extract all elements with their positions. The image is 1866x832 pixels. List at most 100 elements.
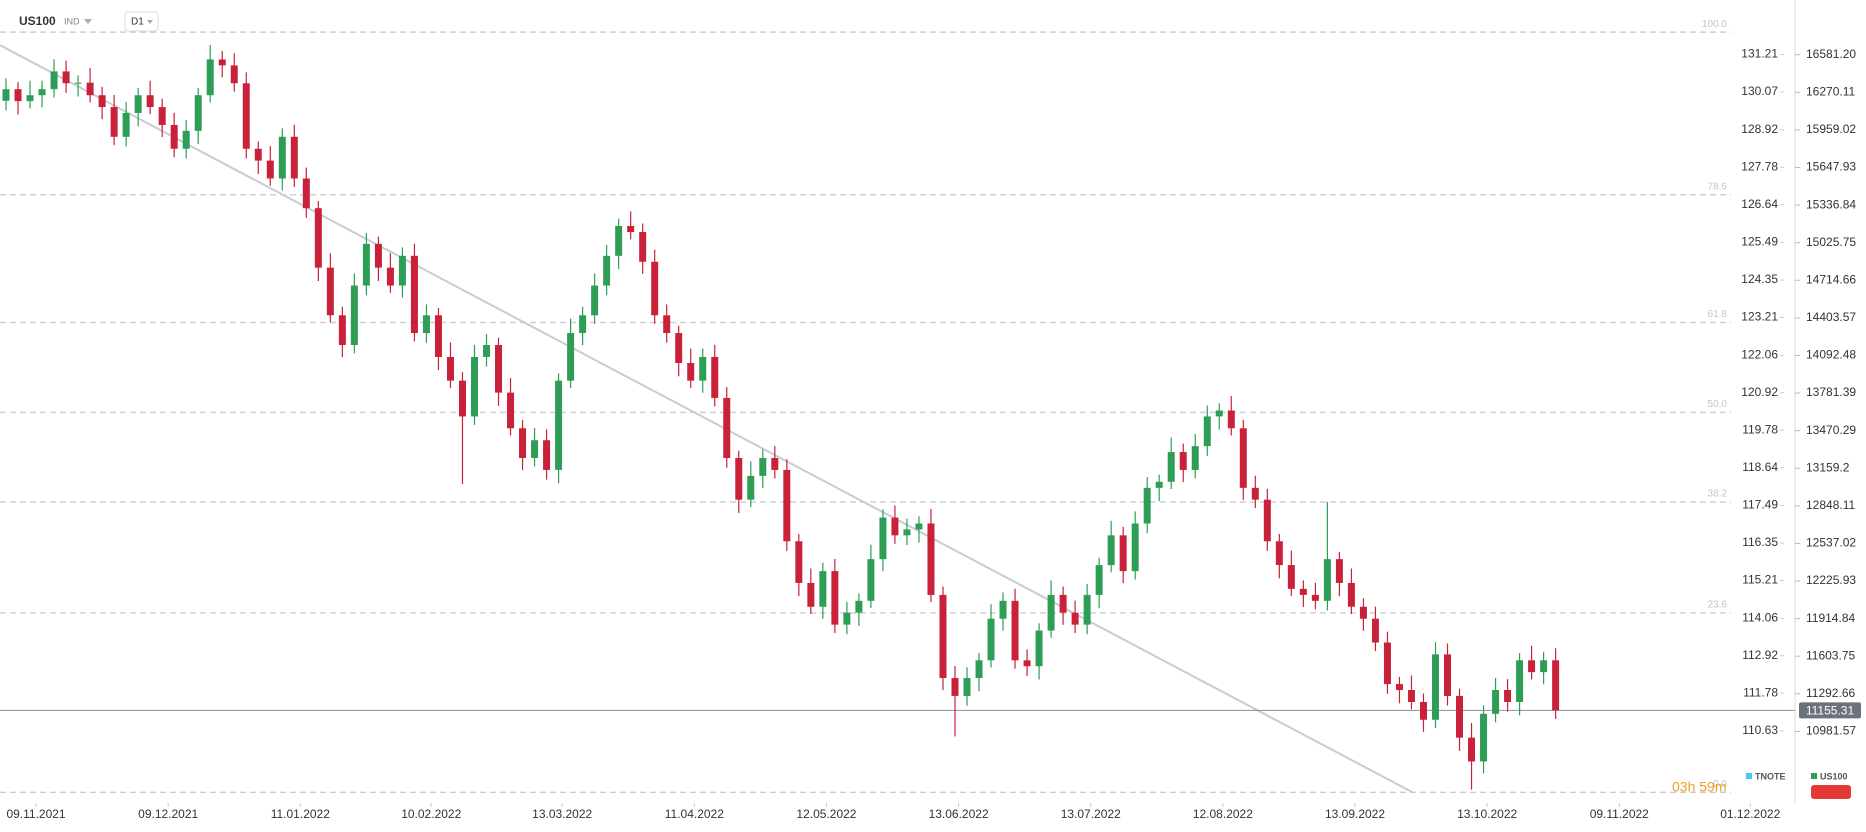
candle-body [675,333,683,364]
y2-tick-label: 127.78 [1741,159,1778,173]
symbol[interactable]: US100 [19,14,56,28]
x-tick-label: 13.07.2022 [1061,807,1121,821]
candle-body [807,582,815,607]
candle-body [1347,582,1355,607]
y-tick-label: 13781.39 [1806,385,1856,399]
candle-body [927,523,935,595]
candle-body [687,363,695,381]
y-tick-label: 15647.93 [1806,160,1856,174]
legend-swatch [1746,773,1752,779]
candle-body [903,529,911,536]
x-tick-label: 13.03.2022 [532,807,592,821]
candle-body [867,559,875,601]
interval[interactable]: D1 [131,17,144,28]
trendline [0,44,1414,794]
candle-body [783,469,791,542]
candle-body [603,255,611,286]
y2-tick-label: 118.64 [1742,460,1778,474]
candle-body [338,315,346,346]
candle-body [134,95,142,113]
y2-tick-label: 122.06 [1741,347,1778,361]
candle-body [711,356,719,398]
candle-body [543,440,551,470]
candle-body [1251,487,1259,500]
candle-body [1456,695,1464,738]
candle-body [218,59,226,66]
legend-label[interactable]: TNOTE [1755,771,1786,781]
candle-body [1083,594,1091,625]
candle-body [495,345,503,393]
x-tick-label: 13.06.2022 [929,807,989,821]
candle-body [206,59,214,96]
y2-tick-label: 115.21 [1742,573,1778,587]
candle-body [74,82,82,84]
market: IND [64,16,80,26]
y-tick-label: 16270.11 [1806,84,1855,98]
y-tick-label: 10981.57 [1806,724,1856,738]
candle-body [627,225,635,233]
candle-body [1287,565,1295,589]
candle-body [278,136,286,179]
candle-body [555,380,563,470]
candle-body [831,571,839,625]
indicator-badge[interactable] [1811,785,1851,799]
y-tick-label: 12537.02 [1806,536,1856,550]
candle-body [50,71,58,90]
candle-body [879,517,887,560]
candle-body [819,571,827,607]
candle-body [146,95,154,108]
y-tick-label: 14403.57 [1806,310,1856,324]
candle-body [158,107,166,125]
y2-tick-label: 120.92 [1741,385,1778,399]
candle-body [1359,606,1367,619]
fib-label: 78.6 [1708,181,1728,192]
candle-body [1540,660,1548,673]
x-tick-label: 13.09.2022 [1325,807,1385,821]
candle-body [1419,701,1427,720]
candle-body [230,65,238,84]
candle-body [771,457,779,470]
candle-body [1528,660,1536,673]
x-tick-label: 10.02.2022 [401,807,461,821]
x-tick-label: 11.01.2022 [271,807,330,821]
candle-body [747,475,755,500]
y-tick-label: 15025.75 [1806,235,1856,249]
candle-body [362,243,370,286]
interval-select[interactable] [124,11,159,32]
candle-body [446,356,454,381]
dropdown-arrow [147,20,153,24]
x-tick-label: 11.04.2022 [665,807,724,821]
candle-body [975,660,983,679]
y2-tick-label: 117.49 [1742,498,1778,512]
candle-body [531,440,539,458]
x-tick-label: 09.11.2021 [6,807,65,821]
candle-body [1480,713,1488,762]
candle-body [1552,660,1560,711]
candle-body [398,255,406,286]
candle-body [1383,642,1391,685]
y2-tick-label: 131.21 [1741,47,1778,61]
dropdown-arrow[interactable] [84,19,92,24]
candle-body [242,83,250,149]
y-tick-label: 16581.20 [1806,47,1856,61]
candle-body [939,594,947,679]
candle-body [470,356,478,417]
candle-body [1395,684,1403,691]
y2-tick-label: 110.63 [1742,723,1778,737]
candle-body [410,255,418,334]
candle-body [1107,535,1115,566]
candle-body [1011,600,1019,661]
y2-tick-label: 124.35 [1741,272,1778,286]
candle-body [579,315,587,334]
candle-body [2,89,10,101]
candle-body [1203,416,1211,447]
y2-tick-label: 114.06 [1742,610,1778,624]
y-tick-label: 13470.29 [1806,423,1856,437]
y-tick-label: 11292.66 [1806,686,1855,700]
candle-body [1227,410,1235,429]
y-tick-label: 11603.75 [1806,648,1855,662]
y-tick-label: 12848.11 [1806,498,1855,512]
y2-tick-label: 123.21 [1741,310,1778,324]
legend-label[interactable]: US100 [1820,771,1848,781]
candle-body [314,208,322,268]
